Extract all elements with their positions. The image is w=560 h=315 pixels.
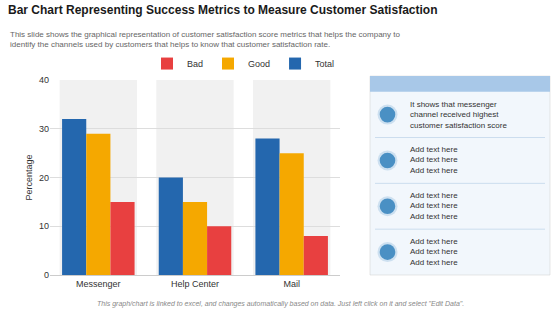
svg-text:10: 10 (39, 221, 49, 231)
svg-text:Good: Good (248, 59, 270, 69)
svg-text:Bad: Bad (187, 59, 203, 69)
svg-text:Mail: Mail (283, 279, 300, 289)
svg-text:Messenger: Messenger (76, 279, 121, 289)
svg-text:40: 40 (39, 75, 49, 85)
svg-text:This slide shows the graphical: This slide shows the graphical represent… (10, 30, 401, 49)
svg-text:20: 20 (39, 173, 49, 183)
svg-text:0: 0 (44, 270, 49, 280)
svg-text:This graph/chart is linked to: This graph/chart is linked to excel, and… (97, 300, 464, 308)
svg-text:Help Center: Help Center (171, 279, 219, 289)
svg-text:30: 30 (39, 124, 49, 134)
svg-text:Add text hereAdd text hereAdd: Add text hereAdd text hereAdd text here (410, 191, 458, 221)
svg-text:It shows that messengerchannel: It shows that messengerchannel received … (410, 100, 507, 130)
svg-text:Bar Chart Representing Success: Bar Chart Representing Success Metrics t… (8, 3, 437, 17)
svg-text:Add text hereAdd text hereAdd: Add text hereAdd text hereAdd text here (410, 145, 458, 175)
svg-text:Add text hereAdd text hereAdd: Add text hereAdd text hereAdd text here (410, 237, 458, 267)
svg-text:Total: Total (315, 59, 334, 69)
svg-text:Percentage: Percentage (24, 154, 34, 200)
